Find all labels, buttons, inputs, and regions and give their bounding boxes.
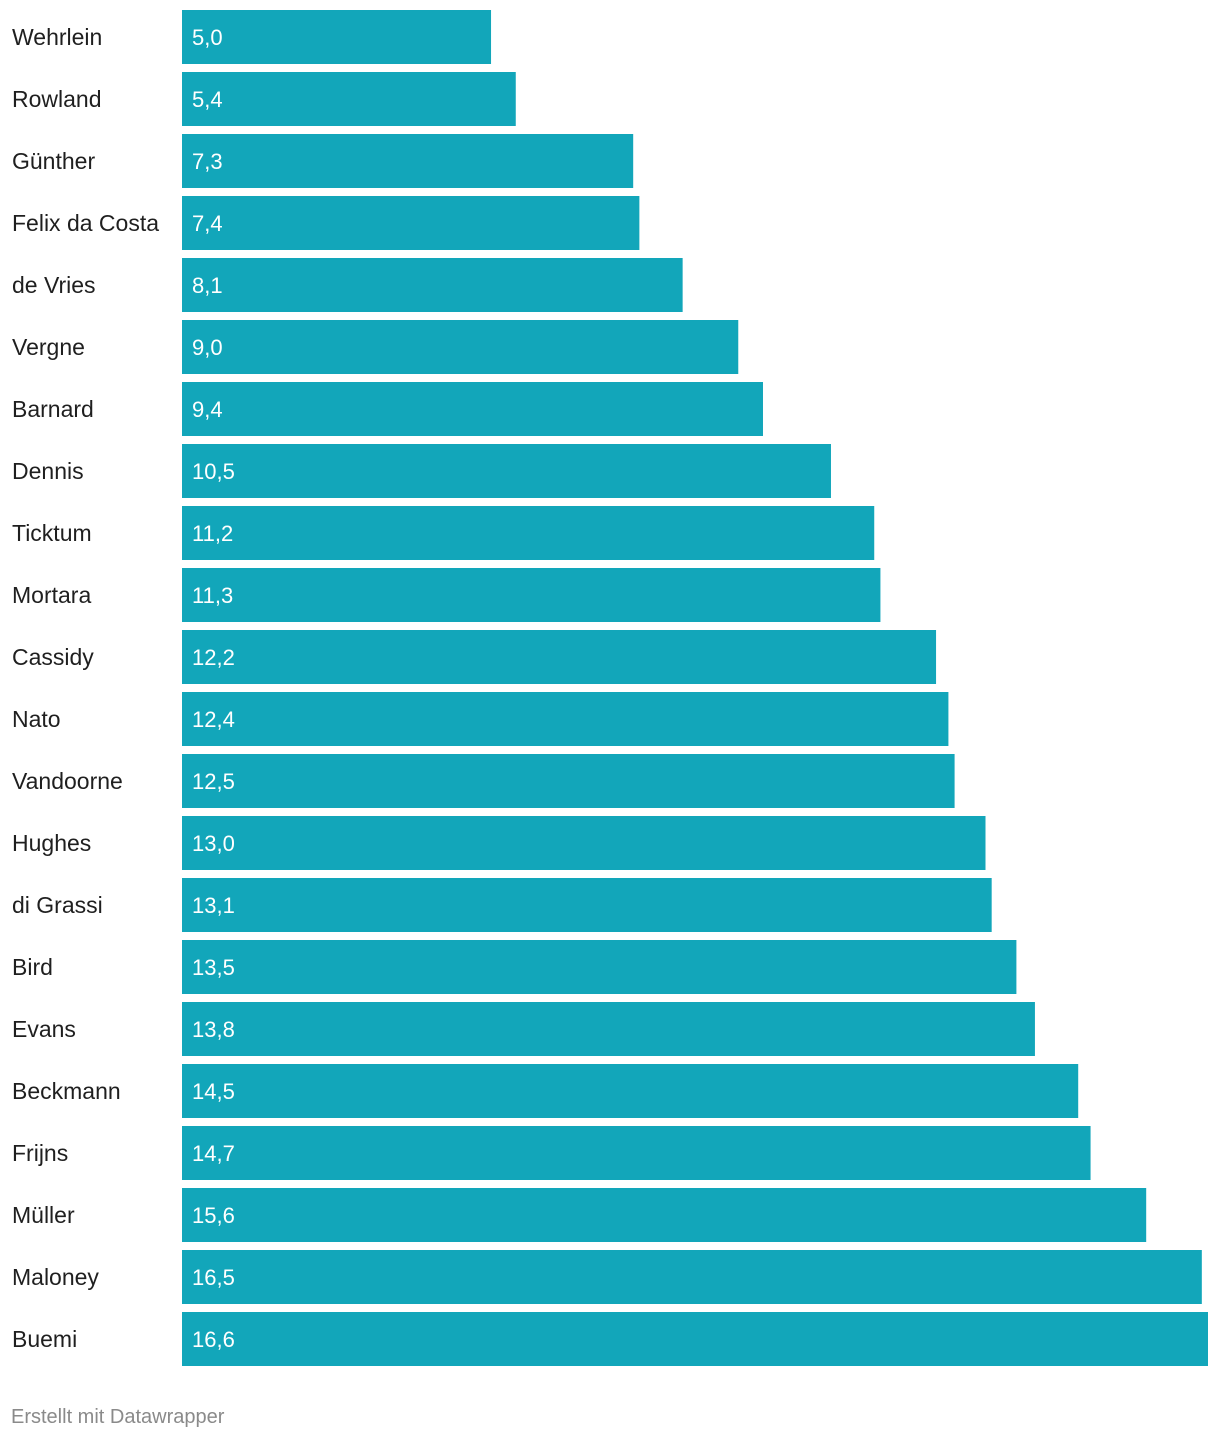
- value-label: 14,5: [192, 1079, 235, 1104]
- value-label: 15,6: [192, 1203, 235, 1228]
- bar-row: Dennis 10,5: [12, 444, 831, 498]
- bar-row: Barnard 9,4: [12, 382, 763, 436]
- bar-row: Ticktum 11,2: [12, 506, 875, 560]
- bar-row: Hughes 13,0: [12, 816, 986, 870]
- value-label: 16,5: [192, 1265, 235, 1290]
- bar-row: Bird 13,5: [12, 940, 1017, 994]
- category-label: Müller: [12, 1202, 75, 1228]
- value-label: 11,3: [192, 583, 233, 608]
- value-label: 9,4: [192, 397, 223, 422]
- category-label: Buemi: [12, 1326, 77, 1352]
- category-label: Evans: [12, 1016, 76, 1042]
- value-label: 14,7: [192, 1141, 235, 1166]
- category-label: di Grassi: [12, 892, 103, 918]
- value-label: 5,0: [192, 25, 223, 50]
- bar-row: Evans 13,8: [12, 1002, 1035, 1056]
- bar-row: Vandoorne 12,5: [12, 754, 955, 808]
- bar: [182, 196, 640, 250]
- bar: [182, 1064, 1079, 1118]
- category-label: Mortara: [12, 582, 91, 608]
- value-label: 10,5: [192, 459, 235, 484]
- bar-row: Frijns 14,7: [12, 1126, 1091, 1180]
- category-label: Günther: [12, 148, 95, 174]
- value-label: 13,0: [192, 831, 235, 856]
- bar-row: Wehrlein 5,0: [12, 10, 492, 64]
- category-label: Dennis: [12, 458, 84, 484]
- bar: [182, 10, 492, 64]
- category-label: de Vries: [12, 272, 96, 298]
- bar-row: Felix da Costa 7,4: [12, 196, 640, 250]
- category-label: Felix da Costa: [12, 210, 159, 236]
- category-label: Wehrlein: [12, 24, 102, 50]
- bar-row: Rowland 5,4: [12, 72, 516, 126]
- category-label: Bird: [12, 954, 53, 980]
- bar-chart: Wehrlein 5,0 Rowland 5,4 Günther 7,3 Felix da …: [12, 10, 1208, 1366]
- bar: [182, 878, 992, 932]
- bar: [182, 568, 881, 622]
- bar: [182, 506, 875, 560]
- bar: [182, 382, 763, 436]
- category-label: Nato: [12, 706, 61, 732]
- bar: [182, 1126, 1091, 1180]
- value-label: 5,4: [192, 87, 223, 112]
- bar: [182, 754, 955, 808]
- bar: [182, 320, 739, 374]
- bar: [182, 134, 634, 188]
- value-label: 13,1: [192, 893, 235, 918]
- category-label: Cassidy: [12, 644, 94, 670]
- bar: [182, 72, 516, 126]
- bar-row: Mortara 11,3: [12, 568, 881, 622]
- value-label: 11,2: [192, 521, 233, 546]
- category-label: Ticktum: [12, 520, 92, 546]
- value-label: 7,4: [192, 211, 223, 236]
- bar-row: Müller 15,6: [12, 1188, 1147, 1242]
- bar: [182, 692, 949, 746]
- category-label: Vandoorne: [12, 768, 123, 794]
- value-label: 9,0: [192, 335, 223, 360]
- bar-row: Beckmann 14,5: [12, 1064, 1079, 1118]
- value-label: 7,3: [192, 149, 223, 174]
- bar-row: Vergne 9,0: [12, 320, 739, 374]
- bar: [182, 1188, 1147, 1242]
- bar-row: di Grassi 13,1: [12, 878, 992, 932]
- bar-row: de Vries 8,1: [12, 258, 683, 312]
- bar-row: Nato 12,4: [12, 692, 949, 746]
- bar: [182, 1002, 1035, 1056]
- category-label: Vergne: [12, 334, 85, 360]
- bar: [182, 630, 937, 684]
- bar-row: Günther 7,3: [12, 134, 634, 188]
- value-label: 13,8: [192, 1017, 235, 1042]
- value-label: 16,6: [192, 1327, 235, 1352]
- value-label: 12,5: [192, 769, 235, 794]
- value-label: 12,2: [192, 645, 235, 670]
- bar: [182, 1250, 1202, 1304]
- category-label: Hughes: [12, 830, 91, 856]
- bar-row: Cassidy 12,2: [12, 630, 937, 684]
- value-label: 12,4: [192, 707, 235, 732]
- bar-row: Buemi 16,6: [12, 1312, 1208, 1366]
- bar: [182, 258, 683, 312]
- bar: [182, 816, 986, 870]
- category-label: Rowland: [12, 86, 102, 112]
- bar: [182, 940, 1017, 994]
- category-label: Barnard: [12, 396, 94, 422]
- bar: [182, 444, 831, 498]
- value-label: 13,5: [192, 955, 235, 980]
- category-label: Beckmann: [12, 1078, 121, 1104]
- bar: [182, 1312, 1208, 1366]
- value-label: 8,1: [192, 273, 223, 298]
- footer-credit: Erstellt mit Datawrapper: [11, 1406, 225, 1428]
- category-label: Frijns: [12, 1140, 68, 1166]
- bar-row: Maloney 16,5: [12, 1250, 1202, 1304]
- category-label: Maloney: [12, 1264, 99, 1290]
